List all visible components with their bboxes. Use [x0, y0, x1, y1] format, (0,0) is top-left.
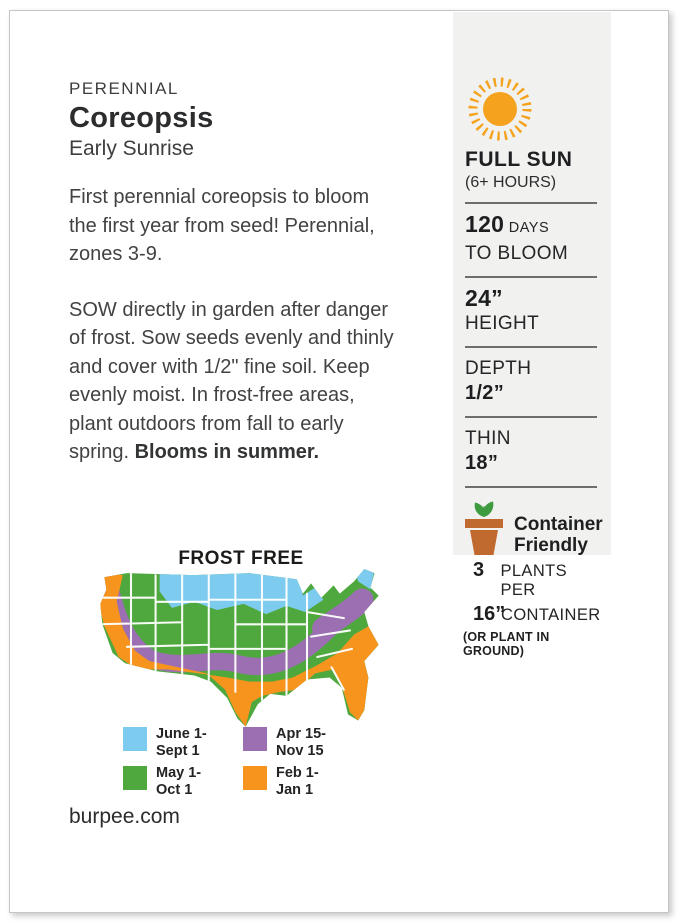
plant-name: Coreopsis [69, 102, 214, 134]
seed-packet-back: PERENNIAL Coreopsis Early Sunrise First … [9, 10, 669, 913]
thin-value: 18” [465, 452, 499, 474]
map-state-borders [100, 570, 354, 702]
legend-item-june-sept: June 1- Sept 1 [123, 726, 243, 766]
info-sidebar: FULL SUN (6+ HOURS) 120 DAYS TO BLOOM 24… [453, 12, 611, 658]
sidebar-divider [465, 346, 597, 348]
full-sun-section: FULL SUN (6+ HOURS) [453, 76, 611, 192]
legend-feb-line1: Feb 1- [276, 765, 319, 781]
legend-june-line2: Sept 1 [156, 742, 200, 759]
legend-swatch-may-oct [123, 766, 147, 790]
container-label: CONTAINER [501, 606, 601, 624]
sidebar-divider [465, 202, 597, 204]
sowing-highlight: Blooms in summer. [134, 441, 320, 463]
container-friendly-label: Container Friendly [514, 514, 603, 556]
sidebar-divider [465, 276, 597, 278]
container-friendly-header: Container Friendly [463, 500, 605, 556]
legend-swatch-apr-nov [243, 727, 267, 751]
days-to-bloom-section: 120 DAYS TO BLOOM [453, 204, 611, 266]
title-block: PERENNIAL Coreopsis Early Sunrise [69, 79, 214, 161]
sowing-paragraph: SOW directly in garden after danger of f… [69, 296, 464, 467]
map-region-blue [159, 569, 375, 615]
days-value: 120 [465, 211, 505, 237]
legend-may-line2: Oct 1 [156, 781, 193, 798]
legend-feb-line2: Jan 1 [276, 781, 314, 798]
full-sun-label: FULL SUN [465, 148, 573, 171]
legend-swatch-june-sept [123, 727, 147, 751]
flower-pot-icon [465, 501, 503, 555]
days-line2: TO BLOOM [465, 243, 569, 264]
variety-name: Early Sunrise [69, 137, 194, 160]
legend-may-line1: May 1- [156, 765, 202, 781]
thin-label: THIN [465, 428, 511, 449]
sidebar-divider [465, 486, 597, 488]
height-section: 24” HEIGHT [453, 278, 611, 336]
sowing-text: SOW directly in garden after danger of f… [69, 298, 394, 464]
plant-category: PERENNIAL [69, 79, 179, 98]
days-unit: DAYS [508, 220, 550, 236]
legend-swatch-feb-jan [243, 766, 267, 790]
sun-icon [468, 77, 532, 141]
container-friendly-line2: Friendly [514, 535, 588, 556]
container-friendly-section: Container Friendly 3 PLANTS PER 16” CONT… [453, 488, 611, 658]
map-region-orange [100, 573, 379, 727]
website-url: burpee.com [69, 805, 180, 828]
depth-value: 1/2” [465, 382, 505, 404]
legend-label-feb-jan: Feb 1- Jan 1 [276, 765, 319, 798]
plants-per-row: 3 PLANTS PER [463, 559, 605, 600]
depth-label: DEPTH [465, 358, 532, 379]
ground-note: (OR PLANT IN GROUND) [463, 630, 550, 658]
frost-free-legend: June 1- Sept 1 Apr 15- Nov 15 May 1- Oct… [123, 726, 363, 805]
intro-text: First perennial coreopsis to bloom the f… [69, 186, 375, 265]
legend-item-apr-nov: Apr 15- Nov 15 [243, 726, 363, 766]
legend-june-line1: June 1- [156, 726, 207, 742]
container-size-row: 16” CONTAINER [463, 603, 605, 626]
legend-label-june-sept: June 1- Sept 1 [156, 726, 207, 759]
legend-item-feb-jan: Feb 1- Jan 1 [243, 765, 363, 805]
legend-label-apr-nov: Apr 15- Nov 15 [276, 726, 326, 759]
legend-label-may-oct: May 1- Oct 1 [156, 765, 201, 798]
height-label: HEIGHT [465, 313, 540, 334]
container-size-value: 16” [473, 603, 506, 625]
intro-paragraph: First perennial coreopsis to bloom the f… [69, 183, 464, 269]
plants-per-label: PLANTS PER [500, 562, 568, 599]
sidebar-divider [465, 416, 597, 418]
frost-free-map [100, 569, 379, 727]
legend-item-may-oct: May 1- Oct 1 [123, 765, 243, 805]
legend-apr-line1: Apr 15- [276, 726, 326, 742]
frost-free-title: FROST FREE [178, 548, 304, 569]
thin-section: THIN 18” [453, 418, 611, 476]
container-friendly-line1: Container [514, 514, 603, 535]
map-region-purple-east [312, 588, 374, 640]
depth-section: DEPTH 1/2” [453, 348, 611, 406]
plants-count: 3 [473, 559, 485, 581]
description-block: First perennial coreopsis to bloom the f… [69, 183, 464, 494]
height-value: 24” [465, 285, 503, 311]
legend-apr-line2: Nov 15 [276, 742, 324, 759]
full-sun-hours: (6+ HOURS) [465, 174, 557, 191]
